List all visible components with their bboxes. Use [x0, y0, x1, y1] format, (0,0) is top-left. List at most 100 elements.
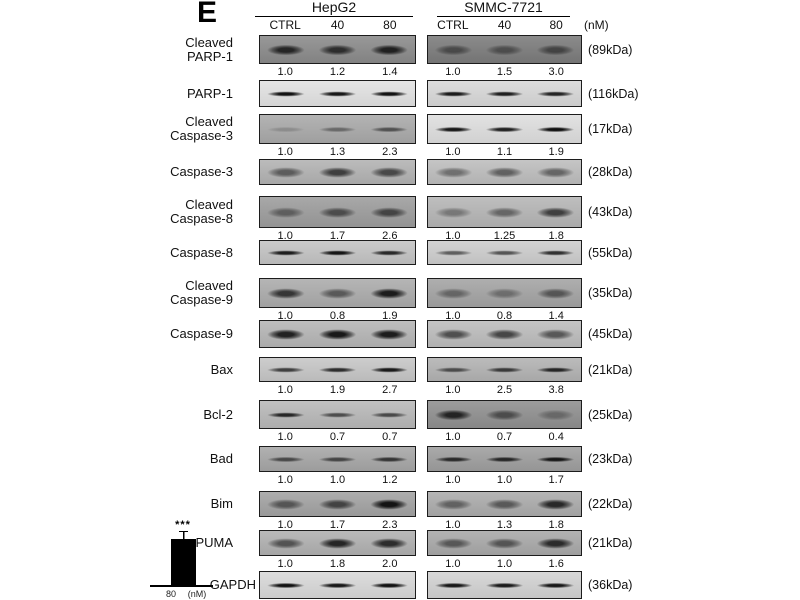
kda-label: (21kDa): [588, 362, 633, 377]
band-values-hepg2: 1.0 0.7 0.7: [259, 429, 416, 443]
lane-label: 80: [383, 18, 397, 32]
strip-column-hepg2: 1.0 1.7 2.6: [259, 196, 416, 242]
blot-strip-bad-hepg2: [259, 446, 416, 472]
blot-strip-caspase-9-hepg2: [259, 320, 416, 348]
blot-strip-cleaved-caspase-9-smmc-7721: [427, 278, 582, 308]
protein-label-parp-1: PARP-1: [0, 80, 233, 107]
kda-label: (25kDa): [588, 407, 633, 422]
quant-value: 1.0: [445, 384, 461, 396]
protein-label-line: GAPDH: [209, 577, 256, 592]
blot-row-caspase-3: Caspase-3 (28kDa): [0, 159, 800, 185]
quant-value: 1.0: [496, 474, 513, 486]
quant-value: 1.3: [496, 519, 513, 531]
quant-value: 1.0: [277, 558, 293, 570]
lane-label: 40: [497, 18, 512, 32]
protein-label-caspase-9: Caspase-9: [0, 320, 233, 348]
quant-value: 2.0: [382, 558, 398, 570]
quant-value: 1.9: [329, 384, 346, 396]
quant-value: 1.8: [548, 230, 564, 242]
protein-label-cleaved-caspase-9: Cleaved Caspase-9: [0, 278, 233, 308]
quant-value: 1.7: [329, 519, 346, 531]
protein-label-line: Bad: [209, 451, 233, 466]
band-values-smmc-7721: 1.0 0.8 1.4: [427, 308, 582, 322]
blot-strip-cleaved-parp-1-smmc-7721: [427, 35, 582, 64]
blot-strip-puma-hepg2: [259, 530, 416, 556]
quant-value: 1.0: [277, 474, 293, 486]
kda-label: (35kDa): [588, 286, 633, 300]
protein-label-line: Cleaved: [185, 34, 233, 50]
group-name-hepg2: HepG2: [311, 0, 357, 15]
lane-label: 80: [549, 18, 563, 32]
quant-value: 1.0: [445, 474, 461, 486]
strip-column-hepg2: [259, 240, 416, 265]
quant-value: 1.8: [548, 519, 564, 531]
blot-row-bcl-2: Bcl-2 1.0 0.7 0.7 1.0 0.7 0.4 (25kDa): [0, 400, 800, 445]
quant-value: 1.0: [445, 146, 461, 158]
protein-label-line: Caspase-9: [170, 292, 233, 307]
band-values-hepg2: 1.0 1.7 2.6: [259, 228, 416, 242]
protein-label-caspase-3: Caspase-3: [0, 159, 233, 185]
blot-strip-cleaved-caspase-3-smmc-7721: [427, 114, 582, 144]
blot-strip-parp-1-smmc-7721: [427, 80, 582, 107]
strip-column-hepg2: 1.0 1.9 2.7: [259, 357, 416, 396]
quant-value: 2.3: [382, 146, 398, 158]
blot-row-bim: Bim 1.0 1.7 2.3 1.0 1.3 1.8 (22kDa): [0, 491, 800, 531]
band-values-hepg2: 1.0 1.3 2.3: [259, 144, 416, 158]
protein-label-caspase-8: Caspase-8: [0, 240, 233, 265]
protein-label-line: Caspase-8: [170, 211, 233, 226]
band-values-hepg2: 1.0 1.2 1.4: [259, 64, 416, 78]
strip-column-hepg2: 1.0 1.3 2.3: [259, 114, 416, 158]
protein-label-line: Cleaved: [185, 197, 233, 212]
quant-value: 0.8: [329, 310, 346, 322]
inset-bar-chart: *** 80 (nM): [150, 519, 220, 600]
quant-value: 1.0: [277, 146, 293, 158]
protein-label-line: Caspase-9: [170, 326, 233, 341]
band-values-smmc-7721: 1.0 0.7 0.4: [427, 429, 582, 443]
blot-strip-bad-smmc-7721: [427, 446, 582, 472]
blot-strip-caspase-3-smmc-7721: [427, 159, 582, 185]
quant-value: 1.4: [382, 66, 398, 78]
protein-label-cleaved-caspase-3: Cleaved Caspase-3: [0, 114, 233, 144]
quant-value: 1.0: [277, 384, 293, 396]
band-values-smmc-7721: 1.0 1.3 1.8: [427, 517, 582, 531]
quant-value: 1.2: [382, 474, 398, 486]
quant-value: 1.0: [445, 431, 461, 443]
protein-label-line: Caspase-3: [170, 164, 233, 179]
protein-label-line: PARP-1: [187, 48, 233, 64]
strip-column-hepg2: [259, 571, 416, 599]
strip-column-hepg2: [259, 159, 416, 185]
blot-strip-bim-smmc-7721: [427, 491, 582, 517]
lane-label: 40: [330, 18, 345, 32]
quant-value: 1.5: [496, 66, 513, 78]
band-values-smmc-7721: 1.0 1.25 1.8: [427, 228, 582, 242]
strip-column-smmc-7721: 1.0 1.1 1.9: [427, 114, 582, 158]
blot-strip-cleaved-caspase-9-hepg2: [259, 278, 416, 308]
strip-column-hepg2: 1.0 0.7 0.7: [259, 400, 416, 443]
strip-column-hepg2: 1.0 0.8 1.9: [259, 278, 416, 322]
band-values-hepg2: 1.0 1.9 2.7: [259, 382, 416, 396]
blot-row-cleaved-caspase-3: Cleaved Caspase-3 1.0 1.3 2.3 1.0 1.1 1.9 (17kDa…: [0, 114, 800, 159]
quant-value: 1.0: [496, 558, 513, 570]
strip-column-smmc-7721: 1.0 1.5 3.0: [427, 35, 582, 78]
quant-value: 1.0: [445, 66, 461, 78]
group-header-smmc-7721: SMMC-7721: [437, 0, 570, 17]
group-header-hepg2: HepG2: [255, 0, 413, 17]
kda-label: (36kDa): [588, 578, 633, 592]
kda-label: (17kDa): [588, 122, 633, 136]
blot-row-parp-1: PARP-1 (116kDa): [0, 80, 800, 107]
blot-strip-caspase-3-hepg2: [259, 159, 416, 185]
quant-value: 1.0: [277, 230, 293, 242]
blot-strip-caspase-8-hepg2: [259, 240, 416, 265]
kda-label: (22kDa): [588, 497, 633, 511]
protein-label-bcl-2: Bcl-2: [0, 400, 233, 429]
bar: [171, 539, 196, 586]
band-values-hepg2: 1.0 1.0 1.2: [259, 472, 416, 486]
protein-label-gapdh: GAPDH: [0, 571, 256, 599]
blot-row-bax: Bax 1.0 1.9 2.7 1.0 2.5 3.8 (21kDa): [0, 357, 800, 400]
quant-value: 1.0: [445, 310, 461, 322]
lane-labels-hepg2: CTRL 40 80: [259, 18, 416, 32]
band-values-hepg2: 1.0 1.7 2.3: [259, 517, 416, 531]
blot-strip-bcl-2-hepg2: [259, 400, 416, 429]
strip-column-smmc-7721: 1.0 0.8 1.4: [427, 278, 582, 322]
